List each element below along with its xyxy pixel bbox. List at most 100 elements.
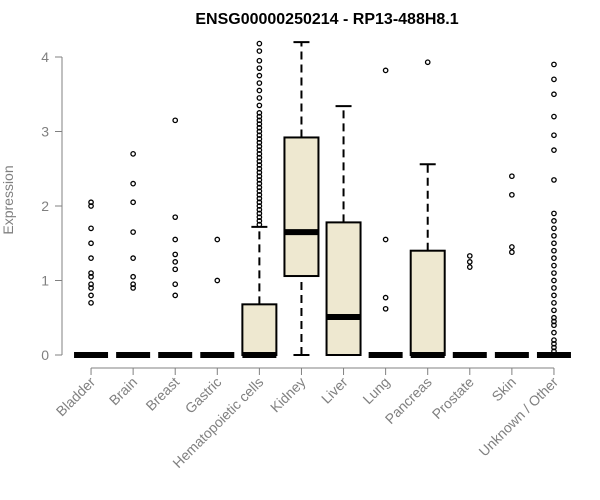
outlier-point: [424, 59, 431, 66]
outlier-point: [172, 236, 179, 243]
outlier-point: [551, 113, 557, 120]
outlier-point: [551, 277, 557, 284]
outlier-point: [256, 206, 263, 213]
y-tick-label: 4: [41, 49, 49, 65]
outlier-point: [382, 67, 389, 74]
box-brain: [116, 151, 151, 358]
box-lung: [368, 67, 403, 358]
outlier-point: [88, 203, 94, 209]
box-liver: [325, 105, 362, 356]
outlier-point: [256, 191, 263, 198]
outlier-point: [256, 180, 263, 187]
outlier-point: [551, 225, 557, 232]
outlier-point: [130, 151, 136, 157]
outlier-point: [551, 299, 557, 306]
x-tick-label: Kidney: [267, 374, 309, 416]
outlier-point: [551, 177, 557, 183]
outlier-point: [88, 240, 94, 247]
outlier-point: [551, 147, 557, 153]
outlier-point: [130, 180, 136, 187]
outlier-point: [172, 259, 179, 265]
outlier-point: [256, 221, 263, 228]
outlier-point: [551, 232, 557, 239]
outlier-point: [130, 229, 136, 235]
outlier-point: [256, 117, 263, 124]
x-tick-label: Prostate: [429, 374, 477, 422]
outlier-point: [256, 132, 263, 139]
x-tick-label: Breast: [142, 374, 182, 414]
outlier-point: [551, 329, 557, 336]
outlier-point: [214, 236, 221, 243]
outlier-point: [256, 195, 263, 202]
outlier-point: [172, 281, 179, 288]
outlier-point: [551, 322, 557, 329]
outlier-point: [551, 292, 557, 299]
outlier-point: [256, 165, 263, 172]
outlier-point: [256, 154, 263, 161]
outlier-point: [256, 113, 263, 120]
outlier-point: [256, 203, 263, 209]
outlier-point: [256, 169, 263, 176]
outlier-point: [551, 307, 557, 314]
outlier-point: [551, 218, 557, 224]
outlier-point: [551, 340, 557, 347]
outlier-point: [509, 173, 515, 180]
outlier-point: [509, 191, 515, 198]
outlier-point: [172, 117, 179, 124]
outlier-point: [551, 285, 557, 291]
outlier-point: [256, 147, 263, 153]
x-tick-label: Lung: [359, 374, 392, 407]
outlier-point: [382, 294, 389, 301]
y-tick-label: 3: [41, 124, 49, 140]
outlier-point: [466, 253, 473, 259]
outlier-point: [88, 299, 94, 306]
outlier-point: [214, 277, 221, 284]
outlier-point: [509, 249, 515, 256]
outlier-point: [88, 270, 94, 276]
y-tick-label: 1: [41, 273, 49, 289]
outlier-point: [256, 95, 263, 101]
y-axis: 0 1 2 3 4: [41, 49, 63, 363]
outlier-point: [130, 285, 136, 291]
outlier-point: [551, 255, 557, 261]
outlier-point: [256, 143, 263, 150]
boxes-layer: [74, 40, 571, 358]
outlier-point: [256, 80, 263, 86]
outlier-point: [382, 305, 389, 312]
outlier-point: [130, 273, 136, 280]
outlier-point: [256, 173, 263, 180]
outlier-point: [256, 87, 263, 94]
outlier-point: [551, 344, 557, 351]
outlier-point: [551, 247, 557, 254]
outlier-point: [130, 255, 136, 261]
outlier-point: [256, 40, 263, 47]
box-hematopoietic-cells: [241, 40, 278, 358]
x-tick-label: Pancreas: [382, 374, 435, 427]
chart-title: ENSG00000250214 - RP13-488H8.1: [195, 11, 458, 28]
outlier-point: [256, 210, 263, 217]
outlier-point: [466, 259, 473, 265]
outlier-point: [256, 128, 263, 135]
outlier-point: [551, 318, 557, 325]
box-skin: [494, 173, 529, 358]
box-gastric: [200, 236, 235, 358]
box-rect: [409, 249, 446, 356]
x-tick-label: Skin: [488, 374, 519, 405]
outlier-point: [382, 236, 389, 243]
outlier-point: [256, 124, 263, 131]
box-rect: [283, 136, 320, 278]
box-breast: [158, 117, 193, 358]
outlier-point: [88, 273, 94, 280]
box-prostate: [452, 253, 487, 358]
outlier-point: [551, 210, 557, 217]
y-tick-label: 2: [41, 198, 49, 214]
box-kidney: [283, 41, 320, 356]
outlier-point: [88, 199, 94, 206]
outlier-point: [551, 76, 557, 83]
outlier-point: [172, 266, 179, 273]
outlier-point: [88, 225, 94, 232]
outlier-point: [551, 132, 557, 139]
outlier-point: [88, 285, 94, 291]
